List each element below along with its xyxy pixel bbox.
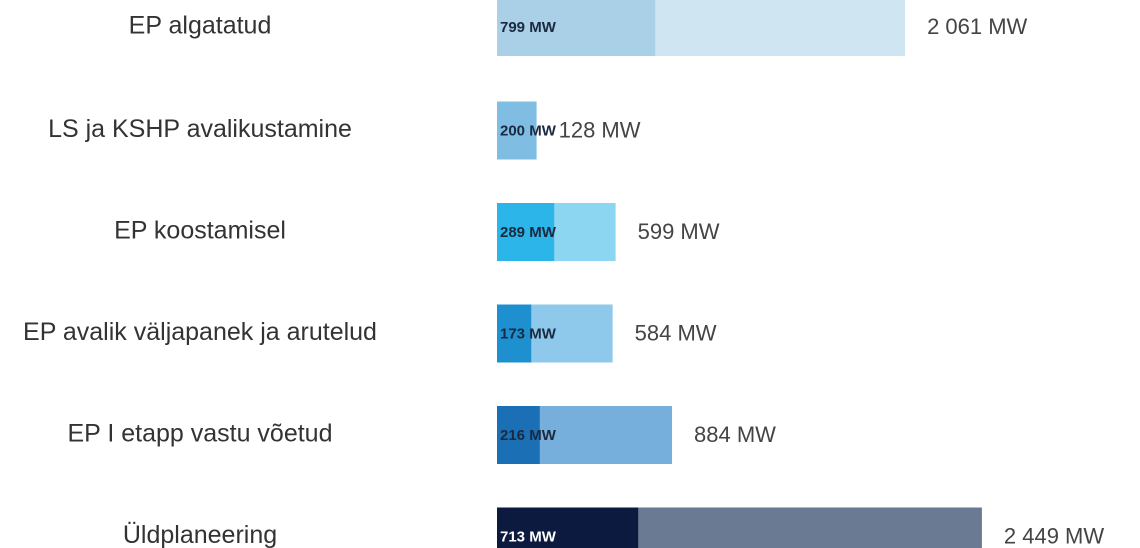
total-label: 2 061 MW <box>927 14 1027 39</box>
bar-label: 173 MW <box>500 325 557 342</box>
bar <box>497 0 656 56</box>
category-label: LS ja KSHP avalikustamine <box>48 115 352 143</box>
bar-label: 200 MW <box>500 122 557 139</box>
total-label: 884 MW <box>694 422 776 447</box>
total-label: 128 MW <box>559 117 641 142</box>
category-label: EP avalik väljapanek ja arutelud <box>23 318 377 346</box>
bar <box>497 507 639 548</box>
category-label: EP koostamisel <box>114 217 286 245</box>
total-label: 584 MW <box>635 320 717 345</box>
bar <box>497 101 537 160</box>
total-label: 599 MW <box>638 219 720 244</box>
category-label: EP I etapp vastu võetud <box>67 420 332 448</box>
bar <box>497 406 540 464</box>
total-label: 2 449 MW <box>1004 523 1104 548</box>
category-label: EP algatatud <box>129 12 272 40</box>
bar <box>497 304 532 363</box>
bar-label: 713 MW <box>500 528 557 545</box>
bar-label: 799 MW <box>500 19 557 36</box>
bar-label: 216 MW <box>500 427 557 444</box>
bar-label: 289 MW <box>500 224 557 241</box>
category-label: Üldplaneering <box>123 521 277 548</box>
bar <box>497 203 555 261</box>
